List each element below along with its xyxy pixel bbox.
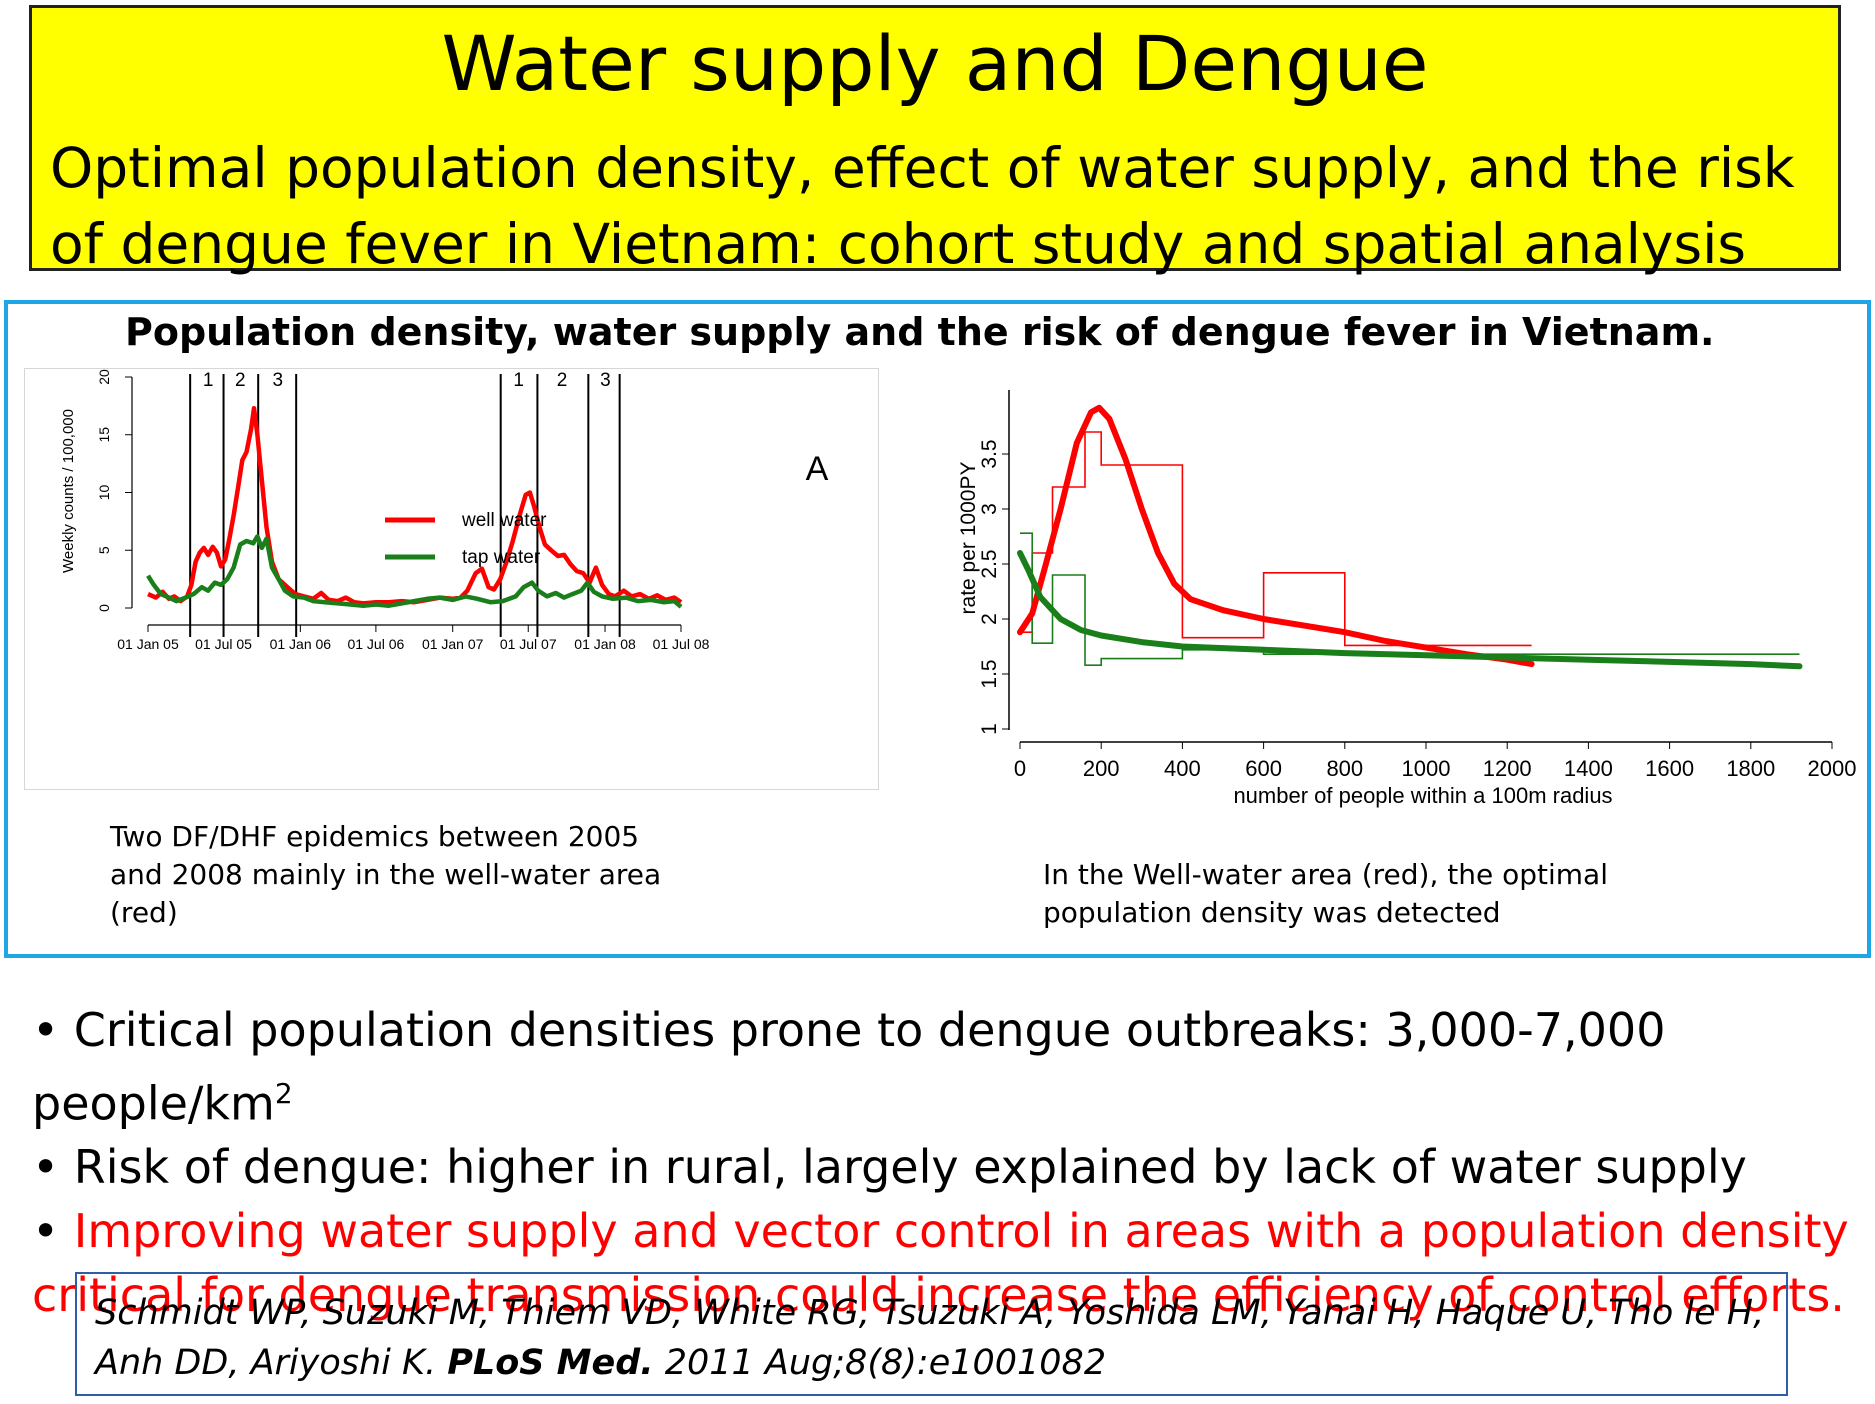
- y-tick-label: 15: [96, 427, 112, 443]
- phase-label: 3: [273, 370, 284, 391]
- left-chart-panel: 1 2 3 1 2 3 0 5 10 15 20 Weekly counts / 100,000 01 …: [24, 368, 879, 790]
- citation: Schmidt WP, Suzuki M, Thiem VD, White RG…: [95, 1288, 1775, 1388]
- y-tick-label: 3: [978, 503, 1001, 515]
- phase-label: 2: [235, 370, 246, 391]
- citation-journal: PLoS Med.: [447, 1343, 654, 1383]
- x-axis-label: number of people within a 100m radius: [1233, 783, 1612, 808]
- bullet-item: • Critical population densities prone to…: [32, 1003, 1666, 1131]
- bullet-item: • Risk of dengue: higher in rural, large…: [32, 1140, 1747, 1195]
- x-tick-label: 01 Jul 05: [195, 636, 252, 652]
- x-tick-label: 01 Jan 08: [574, 636, 636, 652]
- citation-ref: 2011 Aug;8(8):e1001082: [664, 1343, 1107, 1383]
- bullet-item: • Improving water supply and vector cont…: [32, 1204, 1849, 1323]
- x-tick-label: 01 Jul 07: [500, 636, 557, 652]
- phase-label: 2: [557, 370, 568, 391]
- bullet-text-highlight: Improving water supply and vector contro…: [32, 1204, 1849, 1323]
- left-figure-caption: Two DF/DHF epidemics between 2005 and 20…: [110, 820, 662, 929]
- series-line: [147, 405, 683, 606]
- y-tick-label: 0: [96, 604, 112, 612]
- superscript: 2: [274, 1077, 293, 1110]
- x-tick-label: 01 Jul 08: [653, 636, 710, 652]
- x-tick-label: 01 Jan 07: [422, 636, 484, 652]
- series-line: [146, 534, 683, 609]
- figure-heading: Population density, water supply and the…: [125, 310, 1715, 354]
- phase-label: 1: [513, 370, 524, 391]
- y-tick-label: 10: [96, 485, 112, 501]
- smooth-line: [1017, 404, 1535, 668]
- smooth-line: [1017, 550, 1803, 670]
- x-tick-label: 800: [1326, 756, 1363, 781]
- x-tick-label: 400: [1164, 756, 1201, 781]
- x-tick-label: 200: [1083, 756, 1120, 781]
- y-axis-label: rate per 1000PY: [957, 462, 980, 615]
- legend-label: well water: [461, 510, 547, 531]
- citation-authors: Schmidt WP, Suzuki M, Thiem VD, White RG…: [95, 1293, 1765, 1383]
- slide-title: Water supply and Dengue: [441, 19, 1429, 108]
- step-line: [1020, 431, 1532, 647]
- legend-label: tap water: [462, 547, 541, 568]
- y-tick-label: 2: [978, 613, 1001, 625]
- x-tick-label: 600: [1245, 756, 1282, 781]
- x-tick-label: 1600: [1645, 756, 1694, 781]
- phase-label: 1: [203, 370, 214, 391]
- y-axis-label: Weekly counts / 100,000: [60, 409, 77, 573]
- y-tick-label: 1.5: [978, 659, 1001, 688]
- x-tick-label: 01 Jan 05: [117, 636, 179, 652]
- citation-box: Schmidt WP, Suzuki M, Thiem VD, White RG…: [75, 1272, 1788, 1396]
- x-tick-label: 0: [1014, 756, 1026, 781]
- y-tick-label: 2.5: [978, 549, 1001, 578]
- panel-label: A: [806, 450, 829, 488]
- bullet-text: Critical population densities prone to d…: [32, 1003, 1666, 1131]
- y-tick-label: 20: [96, 369, 112, 385]
- slide-subtitle: Optimal population density, effect of wa…: [50, 136, 1795, 276]
- y-tick-label: 5: [96, 546, 112, 554]
- bullet-list: • Critical population densities prone to…: [32, 998, 1862, 1327]
- bullet-text: Risk of dengue: higher in rural, largely…: [73, 1140, 1747, 1195]
- y-tick-label: 3.5: [978, 439, 1001, 468]
- title-box: Water supply and Dengue Optimal populati…: [29, 5, 1841, 276]
- phase-label: 3: [600, 370, 611, 391]
- y-tick-label: 1: [978, 723, 1001, 735]
- x-tick-label: 1000: [1402, 756, 1451, 781]
- x-tick-label: 1400: [1564, 756, 1613, 781]
- x-tick-label: 01 Jan 06: [270, 636, 332, 652]
- x-tick-label: 1200: [1483, 756, 1532, 781]
- x-tick-label: 1800: [1726, 756, 1775, 781]
- x-tick-label: 2000: [1808, 756, 1857, 781]
- right-figure-caption: In the Well-water area (red), the optima…: [1043, 858, 1608, 929]
- x-tick-label: 01 Jul 06: [347, 636, 404, 652]
